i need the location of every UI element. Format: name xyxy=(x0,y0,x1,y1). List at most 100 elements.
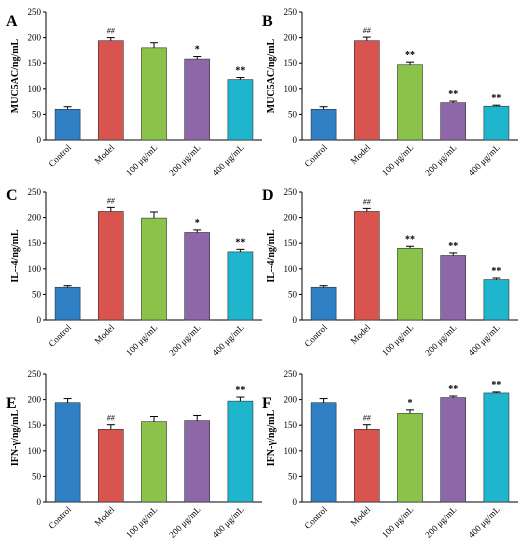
panel-letter: B xyxy=(262,13,273,30)
x-tick-label: 400 μg/mL xyxy=(466,322,501,357)
y-tick-label: 100 xyxy=(28,84,42,94)
x-tick-label: 200 μg/mL xyxy=(423,504,458,539)
significance-marker: ## xyxy=(107,196,116,205)
x-tick-label: 200 μg/mL xyxy=(167,322,202,357)
bar xyxy=(397,413,423,503)
significance-marker: ** xyxy=(405,234,415,245)
x-tick-label: 200 μg/mL xyxy=(167,142,202,177)
x-tick-label: Model xyxy=(93,142,117,166)
bar xyxy=(97,428,124,503)
y-tick-label: 0 xyxy=(293,497,298,507)
bar xyxy=(440,102,467,141)
bar xyxy=(97,40,124,141)
y-tick-label: 100 xyxy=(28,446,42,456)
y-tick-label: 250 xyxy=(284,187,298,197)
chart-panel-b: B MUC5AC/ng/mL 0 50 100 150 200 250 Control ## Mod… xyxy=(262,7,518,178)
y-axis-label: IL--4/ng/mL xyxy=(10,229,21,283)
x-tick-label: 100 μg/mL xyxy=(380,504,415,539)
y-tick-label: 200 xyxy=(28,33,42,43)
x-tick-label: Control xyxy=(46,504,73,531)
bar xyxy=(227,79,254,141)
bar xyxy=(483,392,510,503)
bar xyxy=(310,108,337,141)
y-tick-label: 150 xyxy=(28,420,42,430)
x-tick-label: Model xyxy=(93,504,117,528)
x-tick-label: 100 μg/mL xyxy=(124,322,159,357)
y-tick-label: 150 xyxy=(28,238,42,248)
chart-panel-d: D IL--4/ng/mL 0 50 100 150 200 250 Control ## Mode… xyxy=(262,187,518,358)
significance-marker: ** xyxy=(235,385,245,396)
bar xyxy=(310,402,337,503)
x-tick-label: 400 μg/mL xyxy=(210,322,245,357)
y-tick-label: 50 xyxy=(32,471,42,481)
bar xyxy=(397,248,423,321)
significance-marker: * xyxy=(195,45,200,56)
significance-marker: ** xyxy=(448,241,458,252)
x-tick-label: 100 μg/mL xyxy=(380,322,415,357)
x-tick-label: 400 μg/mL xyxy=(210,504,245,539)
y-axis-label: MUC5AC/ng/mL xyxy=(266,38,277,113)
significance-marker: * xyxy=(195,218,200,229)
y-tick-label: 50 xyxy=(32,109,42,119)
significance-marker: ** xyxy=(491,380,501,391)
y-tick-label: 100 xyxy=(284,84,298,94)
y-tick-label: 0 xyxy=(293,135,298,145)
x-tick-label: Model xyxy=(93,322,117,346)
bar xyxy=(440,397,467,503)
significance-marker: ** xyxy=(491,93,501,104)
y-tick-label: 100 xyxy=(284,264,298,274)
bar xyxy=(483,279,510,321)
bar xyxy=(97,211,124,321)
y-tick-label: 250 xyxy=(28,187,42,197)
y-tick-label: 100 xyxy=(28,264,42,274)
x-tick-label: Control xyxy=(302,504,329,531)
bar xyxy=(227,251,254,321)
y-tick-label: 100 xyxy=(284,446,298,456)
x-tick-label: Control xyxy=(46,142,73,169)
y-tick-label: 200 xyxy=(284,33,298,43)
x-tick-label: 400 μg/mL xyxy=(466,142,501,177)
y-tick-label: 0 xyxy=(37,135,42,145)
y-tick-label: 200 xyxy=(284,395,298,405)
x-tick-label: 100 μg/mL xyxy=(380,142,415,177)
panel-letter: C xyxy=(6,187,18,204)
x-tick-label: Model xyxy=(349,504,373,528)
y-tick-label: 250 xyxy=(284,7,298,17)
x-tick-label: Model xyxy=(349,142,373,166)
y-tick-label: 250 xyxy=(28,7,42,17)
panel-letter: F xyxy=(262,395,272,412)
y-tick-label: 0 xyxy=(37,315,42,325)
significance-marker: ** xyxy=(448,384,458,395)
y-tick-label: 0 xyxy=(37,497,42,507)
y-tick-label: 50 xyxy=(288,109,298,119)
x-tick-label: 400 μg/mL xyxy=(466,504,501,539)
bar xyxy=(141,217,167,321)
x-tick-label: 100 μg/mL xyxy=(124,504,159,539)
x-tick-label: Control xyxy=(46,322,73,349)
significance-marker: ## xyxy=(107,414,116,423)
bar xyxy=(353,428,380,503)
bar xyxy=(353,40,380,141)
y-tick-label: 50 xyxy=(288,471,298,481)
significance-marker: ## xyxy=(107,27,116,36)
significance-marker: ** xyxy=(235,66,245,77)
y-tick-label: 250 xyxy=(284,369,298,379)
y-axis-label: IFN-γ/ng/mL xyxy=(10,410,21,467)
bar xyxy=(440,255,467,321)
significance-marker: * xyxy=(408,398,413,409)
y-tick-label: 200 xyxy=(28,395,42,405)
bar xyxy=(54,108,81,141)
x-tick-label: Control xyxy=(302,142,329,169)
significance-marker: ## xyxy=(363,414,372,423)
y-axis-label: MUC5AC/ng/mL xyxy=(10,38,21,113)
chart-panel-c: C IL--4/ng/mL 0 50 100 150 200 250 Control ## Mode… xyxy=(6,187,262,358)
significance-marker: ** xyxy=(405,50,415,61)
x-tick-label: Model xyxy=(349,322,373,346)
panel-letter: D xyxy=(262,187,274,204)
y-tick-label: 150 xyxy=(284,238,298,248)
significance-marker: ## xyxy=(363,197,372,206)
y-tick-label: 0 xyxy=(293,315,298,325)
x-tick-label: 200 μg/mL xyxy=(423,142,458,177)
significance-marker: ** xyxy=(491,266,501,277)
